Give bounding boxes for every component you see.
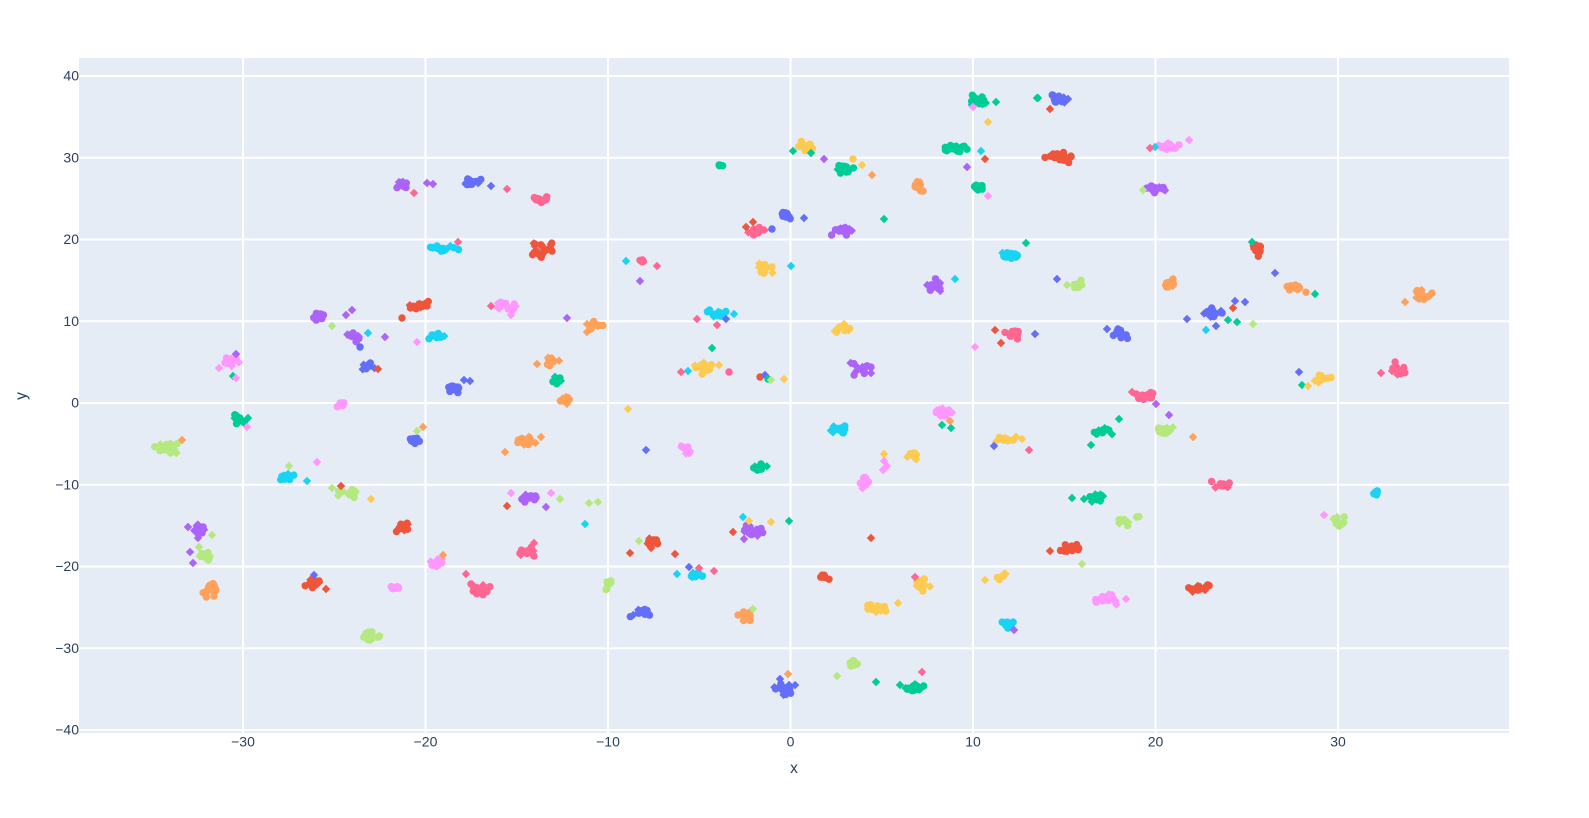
svg-text:40: 40: [63, 68, 79, 84]
svg-text:0: 0: [71, 395, 79, 411]
svg-text:−20: −20: [414, 734, 438, 750]
svg-text:30: 30: [63, 149, 79, 165]
svg-text:20: 20: [63, 231, 79, 247]
svg-text:−40: −40: [55, 722, 79, 738]
svg-text:−30: −30: [55, 640, 79, 656]
svg-text:y: y: [13, 392, 30, 400]
svg-text:10: 10: [63, 313, 79, 329]
svg-text:30: 30: [1330, 734, 1346, 750]
svg-text:10: 10: [965, 734, 981, 750]
svg-text:x: x: [790, 760, 798, 777]
svg-text:−10: −10: [596, 734, 620, 750]
svg-text:−10: −10: [55, 476, 79, 492]
svg-text:−30: −30: [231, 734, 255, 750]
svg-text:0: 0: [787, 734, 795, 750]
svg-text:−20: −20: [55, 558, 79, 574]
svg-text:20: 20: [1148, 734, 1164, 750]
